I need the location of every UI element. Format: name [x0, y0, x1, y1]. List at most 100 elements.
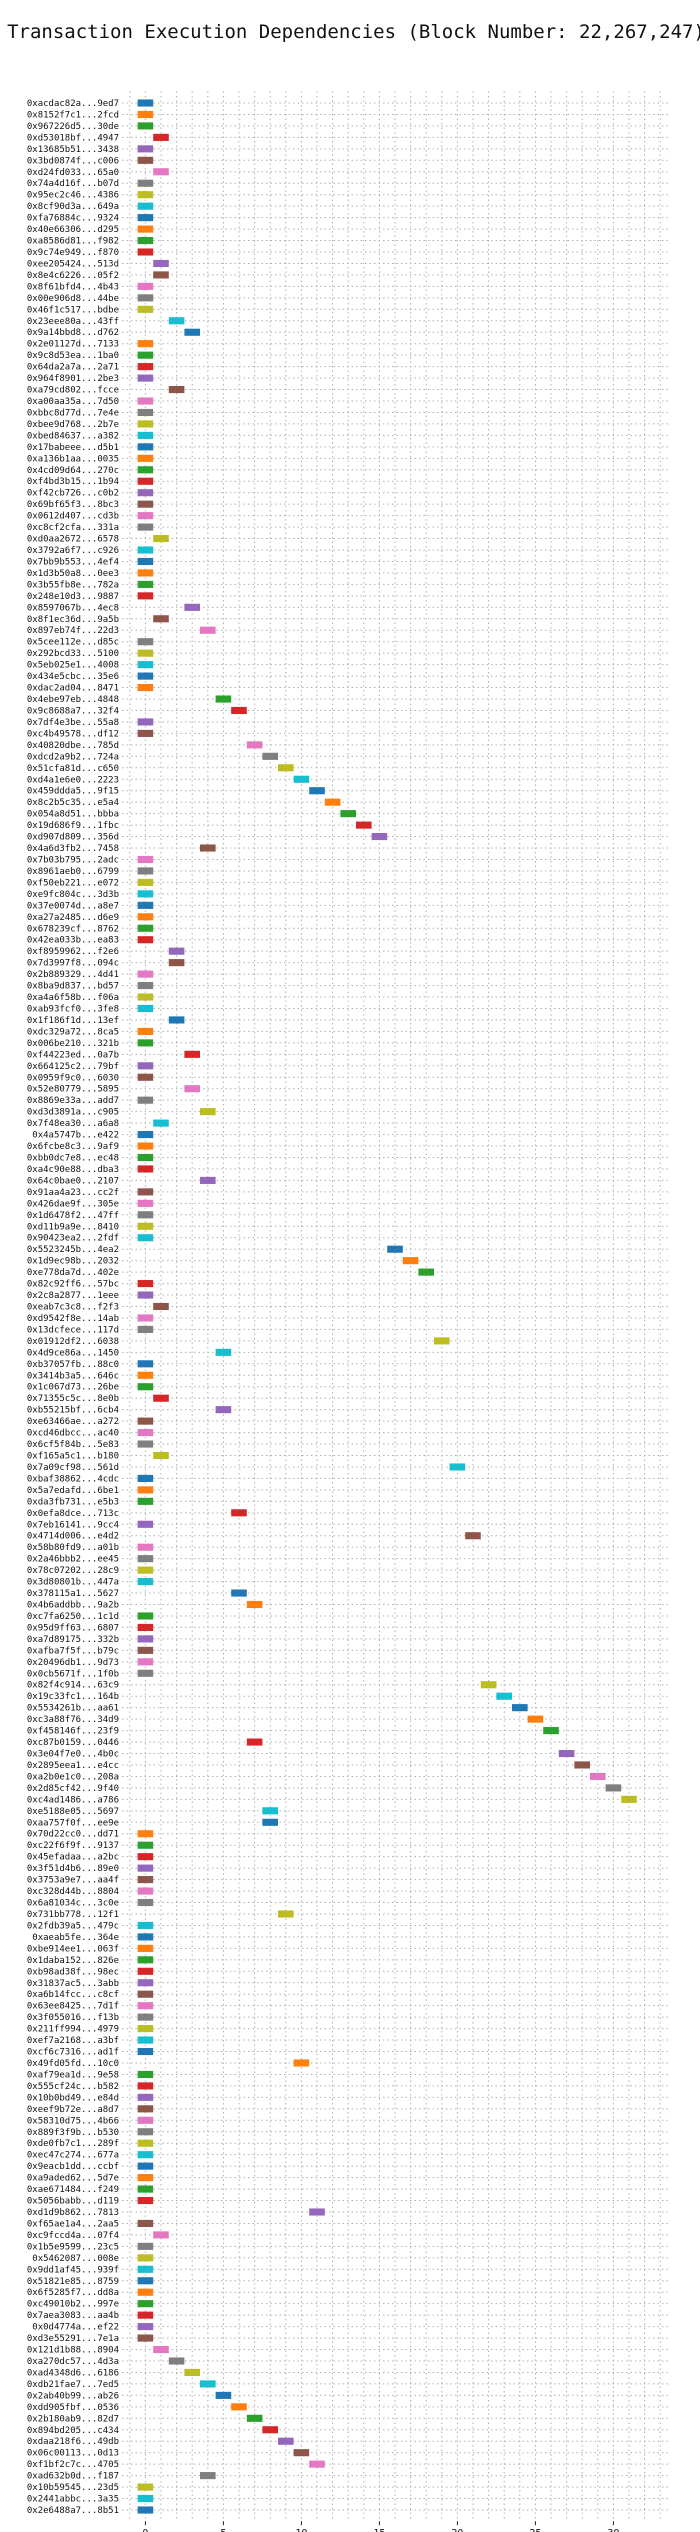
tx-label-76: 0x2b889329...4d41 — [27, 970, 119, 980]
tx-bar-195 — [137, 2334, 154, 2342]
tx-bar-75 — [168, 959, 185, 967]
tx-label-180: 0x9eacb1dd...ccbf — [27, 2162, 119, 2172]
tx-label-115: 0xe63466ae...a272 — [27, 1417, 119, 1427]
tx-label-60: 0x459ddda5...9f15 — [27, 787, 119, 797]
tx-bar-129 — [137, 1578, 154, 1586]
tx-label-140: 0x5534261b...aa61 — [27, 1704, 119, 1714]
tx-bar-53 — [231, 706, 247, 715]
tx-bar-90 — [137, 1131, 154, 1139]
tx-bar-200 — [215, 2391, 232, 2399]
tx-bar-88 — [200, 1108, 216, 1116]
tx-bar-151 — [137, 1830, 154, 1838]
tx-label-138: 0x82f4c914...63c9 — [27, 1681, 119, 1691]
tx-bar-50 — [137, 672, 154, 680]
tx-bar-142 — [543, 1727, 559, 1735]
tx-label-131: 0x4b6addbb...9a2b — [27, 1601, 119, 1611]
tx-bar-143 — [246, 1738, 263, 1746]
tx-bar-176 — [137, 2116, 154, 2124]
tx-label-45: 0x8f1ec36d...9a5b — [27, 615, 119, 625]
tx-label-132: 0xc7fa6250...1c1d — [27, 1612, 119, 1622]
tx-label-200: 0x2ab40b99...ab26 — [27, 2391, 119, 2401]
tx-bar-209 — [137, 2494, 154, 2503]
tx-label-187: 0x1b5e9599...23c5 — [27, 2242, 119, 2252]
tx-label-61: 0x8c2b5c35...e5a4 — [27, 798, 119, 808]
tx-bar-11 — [137, 225, 154, 233]
tx-label-90: 0x4a5747b...e422 — [32, 1131, 119, 1141]
tx-label-93: 0xa4c90e88...dba3 — [27, 1165, 119, 1175]
tx-label-123: 0x0efa8dce...713c — [27, 1509, 119, 1519]
tx-bar-2 — [137, 122, 154, 130]
tx-bar-101 — [402, 1257, 419, 1265]
tx-label-188: 0x5462087...008e — [32, 2254, 119, 2264]
tx-label-186: 0xc9fccd4a...07f4 — [27, 2231, 119, 2241]
tx-bar-81 — [137, 1027, 154, 1035]
tx-bar-134 — [137, 1635, 154, 1643]
tx-bar-113 — [153, 1394, 169, 1402]
tx-bar-13 — [137, 248, 154, 256]
tx-label-207: 0xad632b0d...f187 — [27, 2472, 119, 2482]
tx-bar-0 — [137, 99, 154, 107]
tx-bar-103 — [137, 1280, 154, 1288]
tx-bar-160 — [137, 1933, 154, 1941]
tx-bar-197 — [168, 2357, 185, 2365]
tx-label-128: 0x78c07202...28c9 — [27, 1566, 119, 1576]
tx-label-127: 0x2a46bbb2...ee45 — [27, 1555, 119, 1565]
tx-bar-42 — [137, 580, 154, 588]
tx-bar-83 — [184, 1050, 200, 1058]
tx-bar-105 — [153, 1302, 169, 1311]
tx-bar-208 — [137, 2483, 154, 2491]
tx-bar-164 — [137, 1979, 154, 1987]
tx-label-22: 0x9c8d53ea...1ba0 — [27, 351, 119, 361]
tx-label-192: 0xc49010b2...997e — [27, 2300, 119, 2310]
tx-bar-115 — [137, 1417, 154, 1425]
tx-label-85: 0x0959f9c0...6030 — [27, 1073, 119, 1083]
tx-bar-56 — [246, 741, 263, 749]
tx-bar-192 — [137, 2300, 154, 2308]
tx-label-195: 0xd3e55291...7e1a — [27, 2334, 119, 2344]
tx-label-16: 0x8f61bfd4...4b43 — [27, 282, 119, 292]
tx-label-137: 0x0cb5671f...1f0b — [27, 1669, 119, 1679]
tx-label-113: 0x71355c5c...8e0b — [27, 1394, 119, 1404]
tx-bar-196 — [153, 2345, 169, 2354]
tx-bar-187 — [137, 2242, 154, 2250]
tx-label-172: 0xaf79ea1d...9e58 — [27, 2070, 119, 2080]
tx-label-205: 0x06c00113...0d13 — [27, 2449, 119, 2459]
tx-label-36: 0x0612d407...cd3b — [27, 512, 119, 522]
tx-label-160: 0xaeab5fe...364e — [32, 1933, 119, 1943]
tx-bar-40 — [137, 557, 154, 566]
tx-bar-45 — [153, 615, 169, 623]
tx-bar-99 — [137, 1234, 154, 1242]
tx-label-87: 0x8869e33a...add7 — [27, 1096, 119, 1106]
tx-label-144: 0x3e04f7e0...4b0c — [27, 1750, 119, 1760]
tx-label-82: 0x006be210...321b — [27, 1039, 119, 1049]
tx-label-199: 0xdb21fae7...7ed5 — [27, 2380, 119, 2390]
tx-bar-119 — [449, 1463, 466, 1471]
tx-bar-52 — [215, 695, 232, 703]
tx-label-171: 0x49fd05fd...10c0 — [27, 2059, 119, 2069]
tx-label-185: 0xf65ae1a4...2aa5 — [27, 2219, 119, 2229]
tx-bar-31 — [137, 454, 154, 462]
tx-bar-73 — [137, 936, 154, 944]
tx-label-65: 0x4a6d3fb2...7458 — [27, 844, 119, 854]
tx-label-49: 0x5eb025e1...4008 — [27, 661, 119, 671]
tx-label-33: 0xf4bd3b15...1b94 — [27, 477, 119, 487]
tx-label-3: 0xd53018bf...4947 — [27, 133, 119, 143]
tx-label-141: 0xc3a88f76...34d9 — [27, 1715, 119, 1725]
tx-bar-20 — [184, 328, 200, 336]
tx-label-53: 0x9c8688a7...32f4 — [27, 706, 119, 716]
tx-label-166: 0x63ee8425...7d1f — [27, 2002, 119, 2012]
tx-bar-199 — [200, 2380, 216, 2388]
tx-bar-43 — [137, 592, 154, 600]
tx-label-88: 0xd3d3891a...c905 — [27, 1108, 119, 1118]
tx-label-91: 0x6fcbe8c3...9af9 — [27, 1142, 119, 1152]
tx-label-120: 0xbaf38862...4cdc — [27, 1474, 119, 1484]
x-tick-labels: 0 5 10 15 20 25 30 — [142, 2521, 619, 2532]
tx-bar-118 — [153, 1451, 169, 1460]
tx-label-51: 0xdac2ad04...8471 — [27, 684, 119, 694]
tx-label-23: 0x64da2a7a...2a71 — [27, 363, 119, 373]
tx-label-34: 0xf42cb726...c0b2 — [27, 489, 119, 499]
tx-label-35: 0x69bf65f3...8bc3 — [27, 500, 119, 510]
tx-bar-17 — [137, 294, 154, 302]
